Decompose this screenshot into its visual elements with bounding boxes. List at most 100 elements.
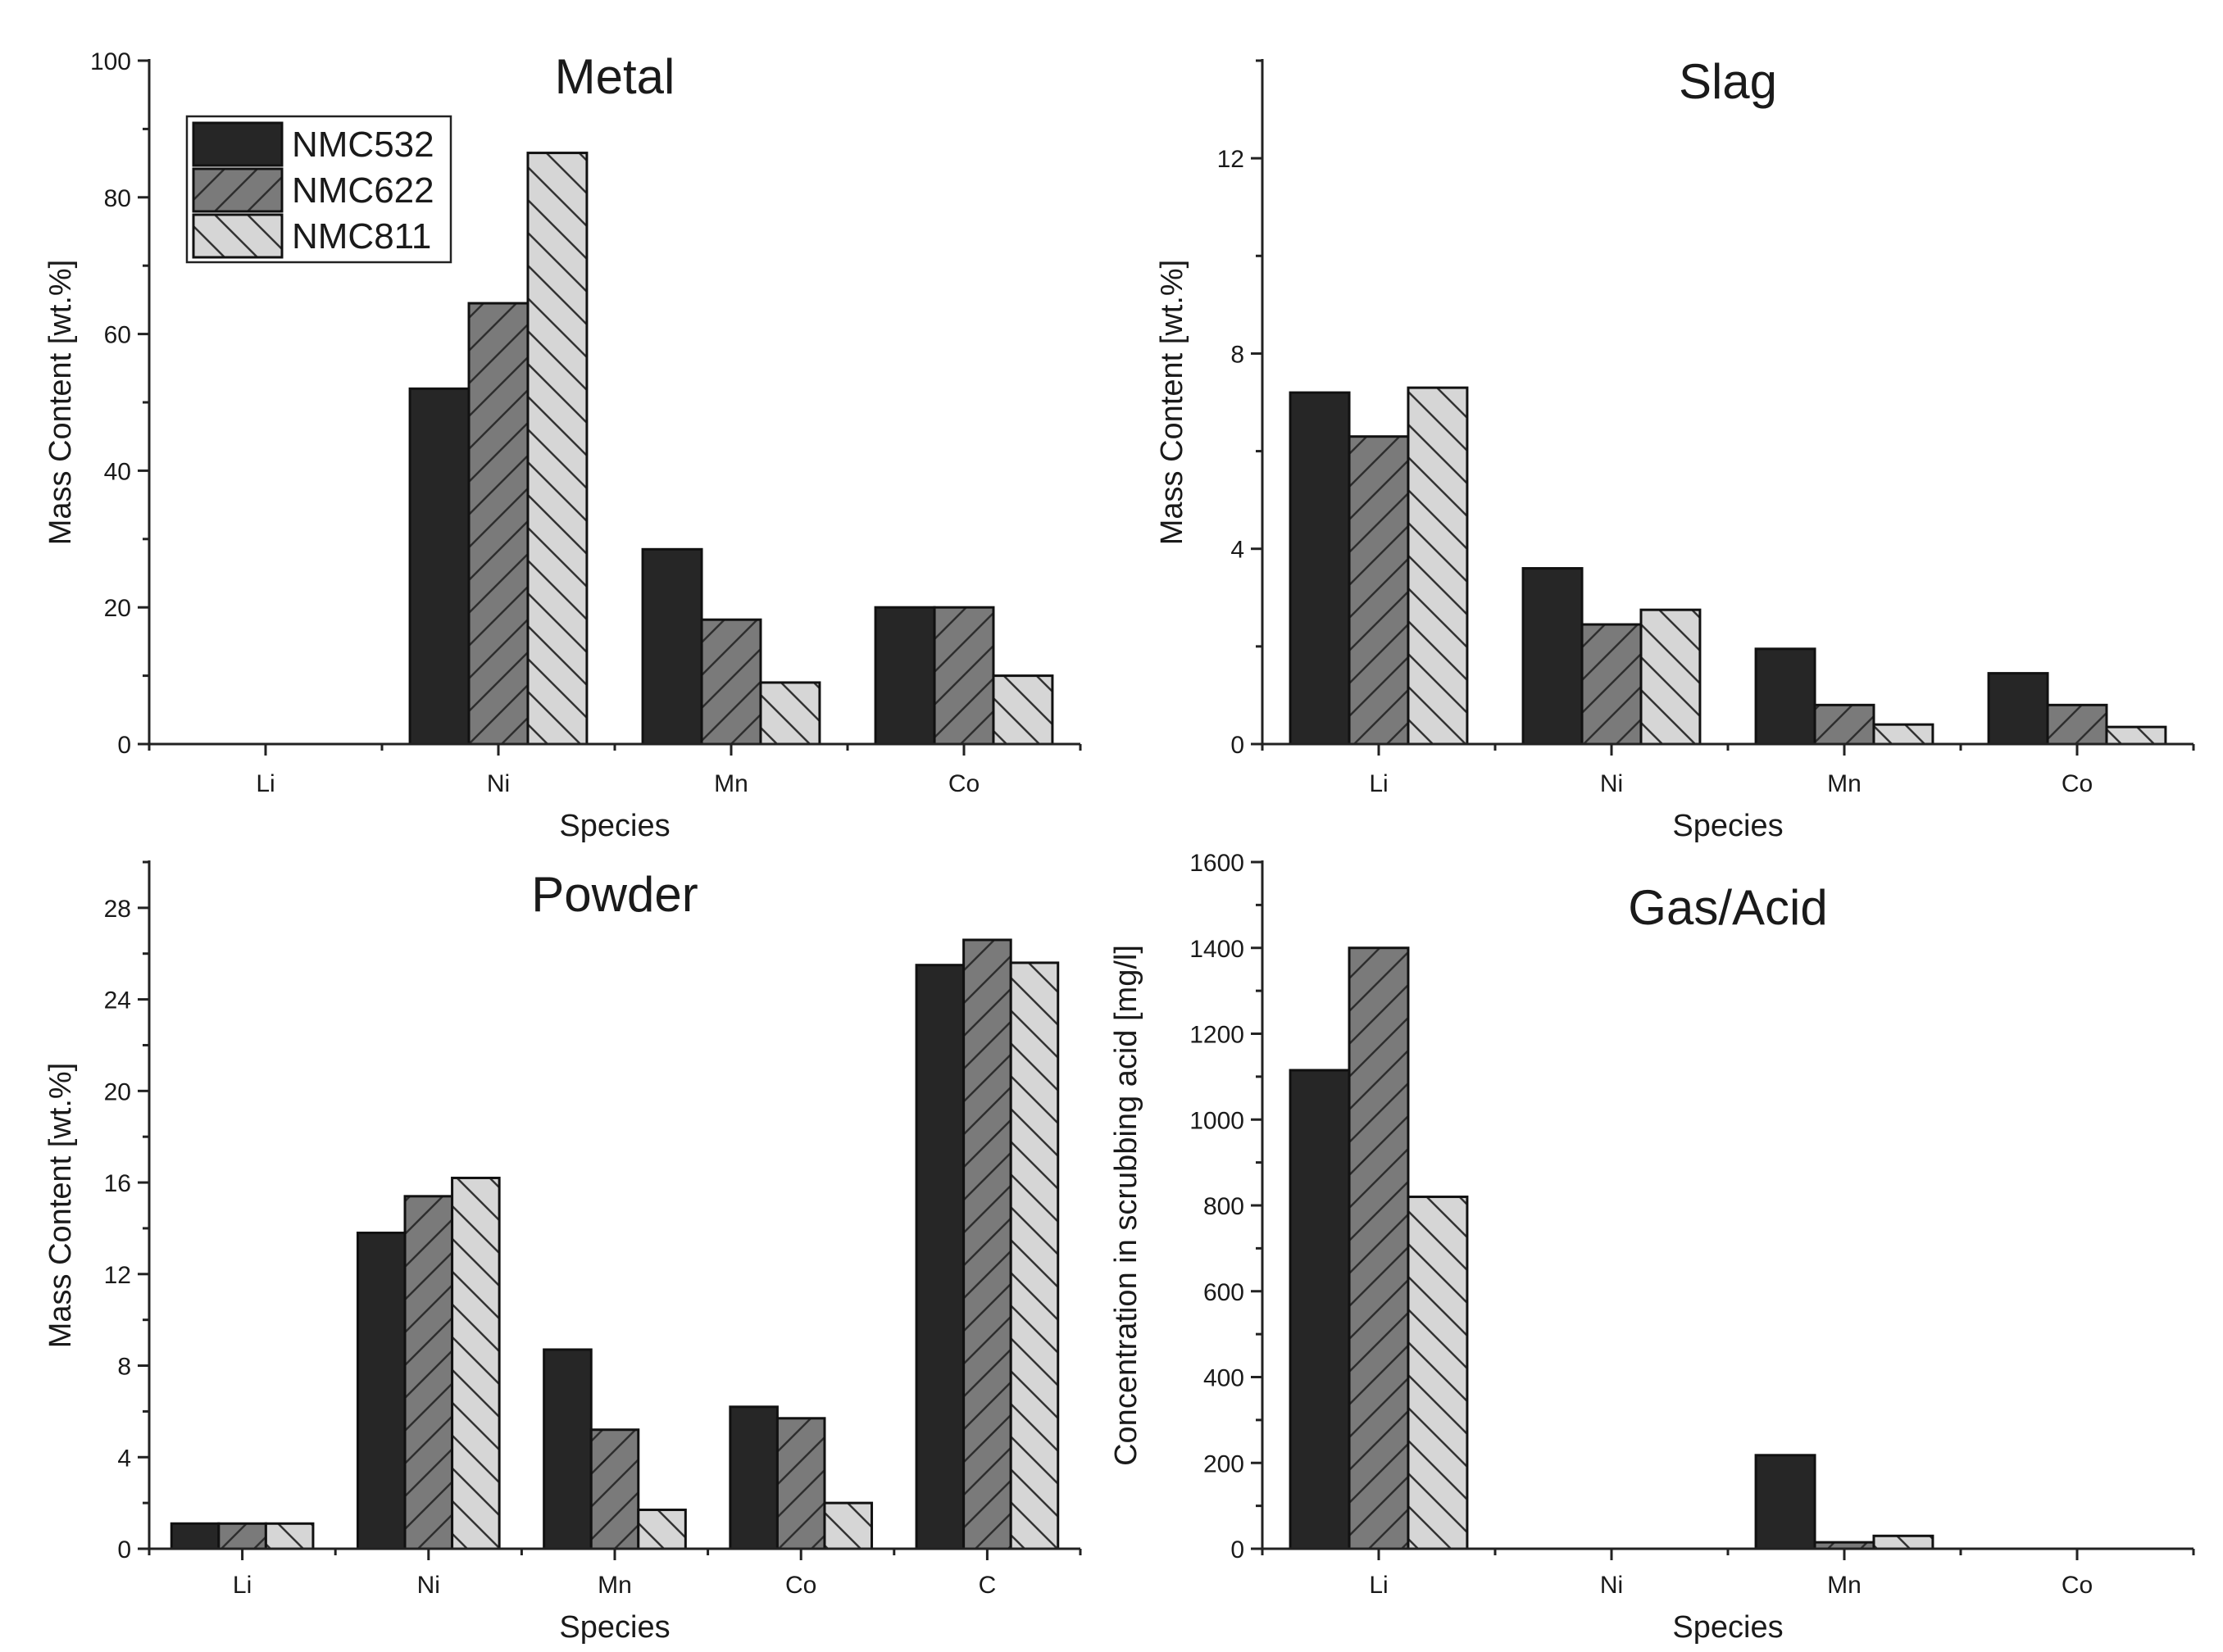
x-tick-label-mn: Mn [598,1572,632,1599]
y-axis-label: Mass Content [wt.%] [43,1063,78,1348]
bar-powder-nmc622-ni [403,1195,454,1550]
bar-powder-nmc532-c [915,964,966,1550]
y-tick-label: 0 [1230,1536,1244,1564]
bar-powder-nmc622-c [962,938,1012,1550]
y-tick-label: 4 [117,1445,131,1472]
bar-gas-acid-nmc532-mn [1754,1454,1816,1550]
x-tick-label-ni: Ni [417,1572,440,1599]
y-tick-label: 8 [117,1354,131,1381]
bar-slag-nmc532-ni [1521,567,1584,746]
x-tick-label-mn: Mn [1827,1572,1862,1599]
bar-powder-nmc811-co [823,1501,874,1550]
bar-metal-nmc622-co [933,606,995,746]
y-tick-label: 1400 [1189,936,1244,963]
bar-metal-nmc622-ni [467,302,530,746]
legend-label-nmc622: NMC622 [292,170,434,211]
y-axis-label: Mass Content [wt.%] [43,260,78,545]
y-tick-label: 200 [1203,1450,1244,1477]
y-tick-label: 16 [104,1170,131,1197]
bar-powder-nmc532-ni [356,1232,407,1550]
x-axis-label: Species [1672,809,1783,843]
y-tick-label: 0 [117,732,131,759]
bar-slag-nmc532-mn [1754,647,1816,746]
bar-powder-nmc811-mn [637,1509,687,1550]
bar-gas-acid-nmc811-li [1407,1196,1469,1550]
legend-swatch-nmc811 [192,213,284,259]
x-tick-label-c: C [979,1572,997,1599]
bar-powder-nmc622-li [217,1522,267,1550]
chart-powder: 0 4 8 12 16 20 24 28 Li Ni Mn Co C Powder Species Mass … [43,860,1082,1645]
y-tick-label: 8 [1230,341,1244,368]
y-tick-label: 24 [104,987,131,1014]
y-tick-label: 12 [1217,146,1244,173]
bar-metal-nmc532-co [874,606,936,746]
y-tick-label: 600 [1203,1279,1244,1306]
bar-slag-nmc622-ni [1580,623,1643,746]
chart-title-gas-acid: Gas/Acid [1628,880,1827,935]
legend-swatch-nmc622 [192,167,284,213]
x-tick-label-co: Co [2062,770,2093,797]
y-tick-label: 28 [104,896,131,923]
chart-title-metal: Metal [555,49,675,104]
y-tick-label: 40 [104,458,131,485]
x-tick-label-co: Co [948,770,980,797]
y-tick-label: 4 [1230,537,1244,564]
x-tick-label-li: Li [1369,770,1388,797]
bar-metal-nmc811-co [992,674,1054,746]
bar-metal-nmc811-ni [526,152,589,746]
bar-powder-nmc622-co [775,1417,826,1550]
bar-metal-nmc532-ni [408,387,471,746]
legend-label-nmc811: NMC811 [292,216,431,256]
x-tick-label-ni: Ni [487,770,510,797]
bar-metal-nmc532-mn [641,547,703,746]
y-tick-label: 60 [104,322,131,349]
y-tick-label: 0 [117,1536,131,1564]
bar-powder-nmc622-mn [589,1428,640,1550]
bar-slag-nmc532-co [1987,672,2049,746]
y-tick-label: 400 [1203,1365,1244,1392]
chart-title-powder: Powder [531,867,698,922]
bar-metal-nmc622-mn [700,618,762,746]
x-tick-label-co: Co [2062,1572,2093,1599]
bar-gas-acid-nmc811-mn [1872,1534,1934,1550]
y-tick-label: 0 [1230,732,1244,759]
y-tick-label: 20 [104,1078,131,1105]
x-tick-label-ni: Ni [1600,770,1623,797]
x-axis-label: Species [559,1610,670,1645]
x-tick-label-li: Li [233,1572,252,1599]
x-tick-label-mn: Mn [714,770,748,797]
legend: NMC532 NMC622 NMC811 [185,115,452,264]
y-axis-label: Mass Content [wt.%] [1155,260,1189,545]
x-axis-label: Species [1672,1610,1783,1645]
y-tick-label: 80 [104,185,131,212]
bar-slag-nmc622-mn [1813,703,1875,746]
x-tick-label-li: Li [1369,1572,1388,1599]
bar-gas-acid-nmc622-li [1348,946,1410,1550]
y-tick-label: 12 [104,1262,131,1289]
chart-gas-acid: 0 200 400 600 800 1000 1200 1400 1600 Li Ni Mn Co Gas… [1109,850,2195,1645]
bar-metal-nmc811-mn [759,681,821,746]
y-tick-label: 800 [1203,1193,1244,1220]
x-axis-label: Species [559,809,670,843]
chart-title-slag: Slag [1679,54,1777,109]
x-tick-label-co: Co [785,1572,816,1599]
y-tick-label: 1000 [1189,1107,1244,1134]
bar-powder-nmc811-li [264,1522,315,1550]
bar-powder-nmc532-li [170,1522,220,1550]
bar-gas-acid-nmc532-li [1289,1069,1351,1550]
chart-slag: 0 4 8 12 Li Ni Mn Co Slag Species Mass Content [wt… [1155,54,2195,843]
y-tick-label: 1200 [1189,1022,1244,1049]
bar-powder-nmc532-mn [543,1348,593,1550]
bar-slag-nmc811-mn [1872,723,1934,746]
bar-slag-nmc811-co [2105,725,2167,746]
chart-metal: 0 20 40 60 80 100 Li Ni Mn Co Metal Species Mass Con… [43,48,1082,843]
y-tick-label: 1600 [1189,850,1244,877]
bar-powder-nmc532-co [729,1405,779,1550]
y-tick-label: 20 [104,595,131,622]
y-tick-label: 100 [90,48,131,75]
x-tick-label-li: Li [256,770,275,797]
x-tick-label-mn: Mn [1827,770,1862,797]
bar-slag-nmc811-li [1407,386,1469,746]
bar-slag-nmc811-ni [1639,608,1702,746]
